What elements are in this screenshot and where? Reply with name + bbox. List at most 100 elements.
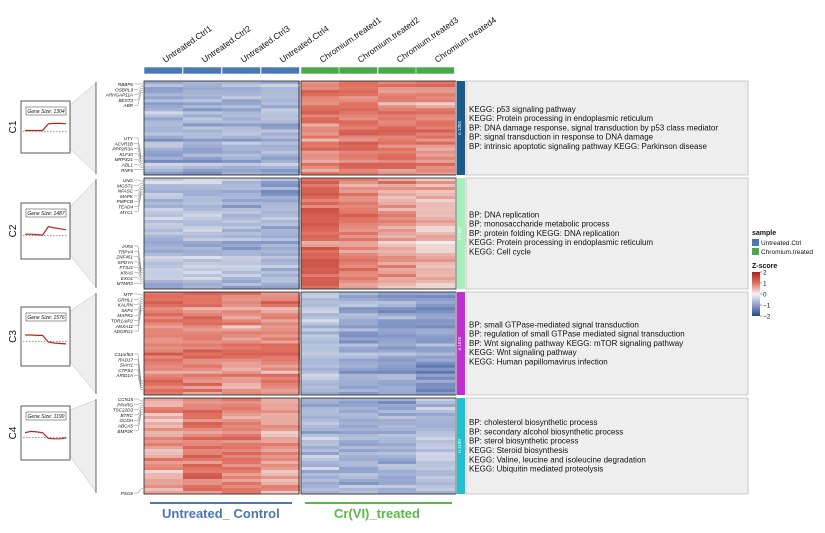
gene-connector [134,164,143,168]
heatmap-cell [222,398,261,402]
heatmap-cell [416,476,455,480]
gene-connector [134,272,143,280]
enrichment-term: BP: DNA replication [469,210,539,219]
gene-connector [134,153,143,164]
heatmap-cell [339,132,378,136]
heatmap-cell [222,352,261,356]
heatmap-cell [416,349,455,353]
heatmap-cell [301,181,340,185]
heatmap-cell [222,449,261,453]
heatmap-cell [339,413,378,417]
heatmap-cell [378,310,417,314]
heatmap-cell [339,467,378,471]
heatmap-cell [416,132,455,136]
heatmap-cell [301,473,340,477]
heatmap-cell [183,461,222,465]
heatmap-cell [144,144,183,149]
heatmap-cell [339,165,378,170]
heatmap-cell [222,268,261,272]
heatmap-cell [339,352,378,356]
heatmap-cell [301,385,340,390]
heatmap-cell [339,358,378,362]
gene-connector [134,92,143,106]
heatmap-cell [261,259,300,263]
heatmap-cell [261,238,300,242]
heatmap-cell [378,319,417,323]
heatmap-cell [261,184,300,188]
heatmap-cell [261,244,300,248]
heatmap-cell [378,117,417,121]
heatmap-cell [261,132,300,136]
heatmap-cell [261,129,300,133]
heatmap-cell [222,274,261,278]
heatmap-cell [378,138,417,142]
gene-label: SPDYA [118,260,133,265]
heatmap-cell [378,120,417,124]
heatmap-cell [339,449,378,453]
heatmap-cell [301,156,340,161]
heatmap-cell [416,165,455,170]
heatmap-cell [222,280,261,284]
heatmap-cell [416,385,455,390]
heatmap-cell [144,458,183,462]
heatmap-cell [378,385,417,390]
heatmap-cell [339,361,378,366]
enrichment-term: KEGG: Wnt signaling pathway [469,348,577,357]
heatmap-cell [144,202,183,206]
heatmap-cell [339,241,378,245]
heatmap-cell [378,346,417,350]
cluster-trend-line [24,430,67,440]
heatmap-cell [416,410,455,414]
heatmap-cell [261,159,300,164]
heatmap-cell [416,108,455,112]
heatmap-cell [222,376,261,381]
heatmap-cell [416,147,455,152]
heatmap-cell [261,271,300,275]
gene-size-label: Gene Size: 1576 [27,315,64,321]
heatmap-cell [261,298,300,302]
heatmap-cell [416,244,455,248]
heatmap-cell [222,262,261,266]
heatmap-cell [301,253,340,257]
heatmap-cell [378,111,417,115]
heatmap-cell [416,319,455,323]
heatmap-cell [183,370,222,375]
heatmap-cell [416,205,455,209]
heatmap-cell [183,322,222,326]
heatmap-cell [183,367,222,372]
heatmap-cell [261,382,300,387]
heatmap-cell [339,181,378,185]
heatmap-cell [339,446,378,450]
gene-label: RNF6 [121,168,133,173]
heatmap-cell [222,84,261,88]
heatmap-cell [144,346,183,350]
heatmap-cell [144,235,183,239]
heatmap-cell [222,156,261,161]
heatmap-cell [416,307,455,311]
heatmap-cell [144,398,183,402]
sample-legend-swatch [752,248,759,255]
heatmap-cell [378,413,417,417]
heatmap-cell [378,382,417,387]
heatmap-cell [222,467,261,471]
heatmap-cell [144,114,183,118]
heatmap-cell [222,165,261,170]
heatmap-cell [416,482,455,486]
heatmap-cell [301,238,340,242]
sample-legend-label: Chromium.treated [761,249,813,256]
heatmap-cell [301,464,340,468]
heatmap-cell [378,244,417,248]
heatmap-cell [222,153,261,158]
heatmap-cell [183,485,222,489]
heatmap-cell [301,391,340,396]
gene-connector [134,256,143,273]
heatmap-cell [144,181,183,185]
heatmap-cell [183,382,222,387]
heatmap-cell [339,367,378,372]
heatmap-block-outline [300,397,457,495]
heatmap-cell [222,202,261,206]
heatmap-cell [416,184,455,188]
heatmap-cell [416,440,455,444]
heatmap-cell [301,292,340,296]
heatmap-cell [378,479,417,483]
